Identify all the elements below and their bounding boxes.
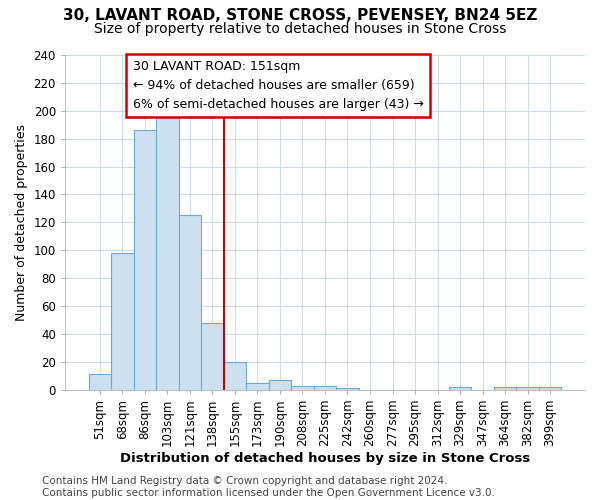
Text: 30 LAVANT ROAD: 151sqm
← 94% of detached houses are smaller (659)
6% of semi-det: 30 LAVANT ROAD: 151sqm ← 94% of detached… bbox=[133, 60, 424, 111]
Bar bbox=[134, 130, 156, 390]
Bar bbox=[201, 323, 224, 390]
Y-axis label: Number of detached properties: Number of detached properties bbox=[15, 124, 28, 321]
Bar bbox=[224, 362, 246, 390]
Bar bbox=[111, 253, 134, 390]
Bar bbox=[517, 387, 539, 390]
Bar bbox=[494, 387, 517, 390]
X-axis label: Distribution of detached houses by size in Stone Cross: Distribution of detached houses by size … bbox=[120, 452, 530, 465]
Text: 30, LAVANT ROAD, STONE CROSS, PEVENSEY, BN24 5EZ: 30, LAVANT ROAD, STONE CROSS, PEVENSEY, … bbox=[63, 8, 537, 22]
Bar bbox=[269, 380, 291, 390]
Bar bbox=[246, 383, 269, 390]
Text: Size of property relative to detached houses in Stone Cross: Size of property relative to detached ho… bbox=[94, 22, 506, 36]
Bar bbox=[539, 387, 562, 390]
Bar bbox=[336, 388, 359, 390]
Bar bbox=[179, 216, 201, 390]
Bar bbox=[89, 374, 111, 390]
Bar bbox=[449, 387, 472, 390]
Bar bbox=[291, 386, 314, 390]
Text: Contains HM Land Registry data © Crown copyright and database right 2024.
Contai: Contains HM Land Registry data © Crown c… bbox=[42, 476, 495, 498]
Bar bbox=[314, 386, 336, 390]
Bar bbox=[156, 110, 179, 390]
